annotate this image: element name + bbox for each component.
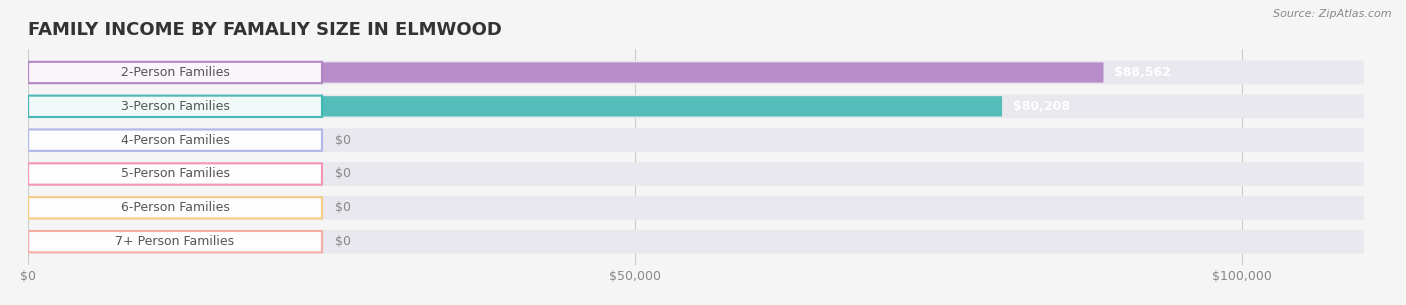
FancyBboxPatch shape (28, 62, 1104, 83)
Text: Source: ZipAtlas.com: Source: ZipAtlas.com (1274, 9, 1392, 19)
Text: $0: $0 (336, 235, 352, 248)
FancyBboxPatch shape (28, 197, 322, 218)
Text: 7+ Person Families: 7+ Person Families (115, 235, 235, 248)
FancyBboxPatch shape (28, 95, 1364, 118)
FancyBboxPatch shape (28, 96, 1002, 117)
Text: $88,562: $88,562 (1114, 66, 1171, 79)
FancyBboxPatch shape (28, 162, 1364, 186)
Text: FAMILY INCOME BY FAMALIY SIZE IN ELMWOOD: FAMILY INCOME BY FAMALIY SIZE IN ELMWOOD (28, 21, 502, 39)
FancyBboxPatch shape (28, 96, 322, 117)
Text: $0: $0 (336, 201, 352, 214)
Text: 5-Person Families: 5-Person Families (121, 167, 229, 181)
Text: 4-Person Families: 4-Person Families (121, 134, 229, 147)
FancyBboxPatch shape (28, 231, 322, 252)
FancyBboxPatch shape (28, 61, 1364, 84)
FancyBboxPatch shape (28, 196, 1364, 220)
FancyBboxPatch shape (28, 130, 322, 151)
Text: 6-Person Families: 6-Person Families (121, 201, 229, 214)
FancyBboxPatch shape (28, 128, 1364, 152)
Text: 2-Person Families: 2-Person Families (121, 66, 229, 79)
Text: $80,208: $80,208 (1012, 100, 1070, 113)
Text: $0: $0 (336, 167, 352, 181)
Text: $0: $0 (336, 134, 352, 147)
FancyBboxPatch shape (28, 230, 1364, 253)
FancyBboxPatch shape (28, 163, 322, 185)
Text: 3-Person Families: 3-Person Families (121, 100, 229, 113)
FancyBboxPatch shape (28, 62, 322, 83)
